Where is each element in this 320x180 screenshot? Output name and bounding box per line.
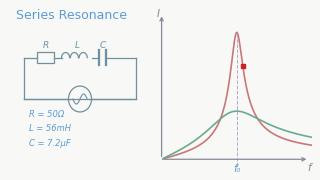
Text: Series Resonance: Series Resonance bbox=[16, 9, 127, 22]
Text: L: L bbox=[75, 41, 80, 50]
Text: C: C bbox=[99, 41, 106, 50]
Text: R: R bbox=[43, 41, 49, 50]
Text: f: f bbox=[307, 163, 311, 173]
Text: R = 50Ω: R = 50Ω bbox=[29, 110, 64, 119]
Text: L = 56mH: L = 56mH bbox=[29, 124, 71, 133]
Text: C = 7.2μF: C = 7.2μF bbox=[29, 139, 70, 148]
Text: f₀: f₀ bbox=[233, 164, 240, 174]
Bar bbox=[37, 52, 54, 63]
Text: I: I bbox=[156, 9, 159, 19]
